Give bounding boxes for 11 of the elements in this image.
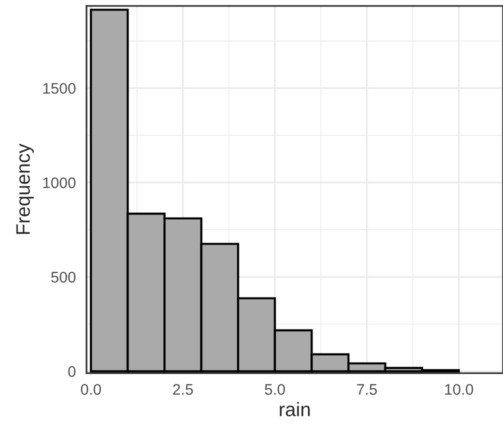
y-tick-label: 1000 bbox=[43, 177, 76, 188]
y-tick-label: 1500 bbox=[43, 82, 76, 94]
x-tick-label: 10.0 bbox=[445, 384, 474, 395]
y-axis-title: Frequency bbox=[16, 144, 34, 234]
x-tick-label: 7.5 bbox=[357, 384, 377, 395]
x-tick-label: 5.0 bbox=[264, 384, 285, 395]
x-axis-title: rain bbox=[280, 402, 310, 416]
y-tick-label: 0 bbox=[68, 366, 76, 377]
y-tick-label: 500 bbox=[51, 272, 76, 283]
x-tick-label: 0.0 bbox=[80, 384, 101, 395]
x-tick-label: 2.5 bbox=[173, 384, 193, 395]
